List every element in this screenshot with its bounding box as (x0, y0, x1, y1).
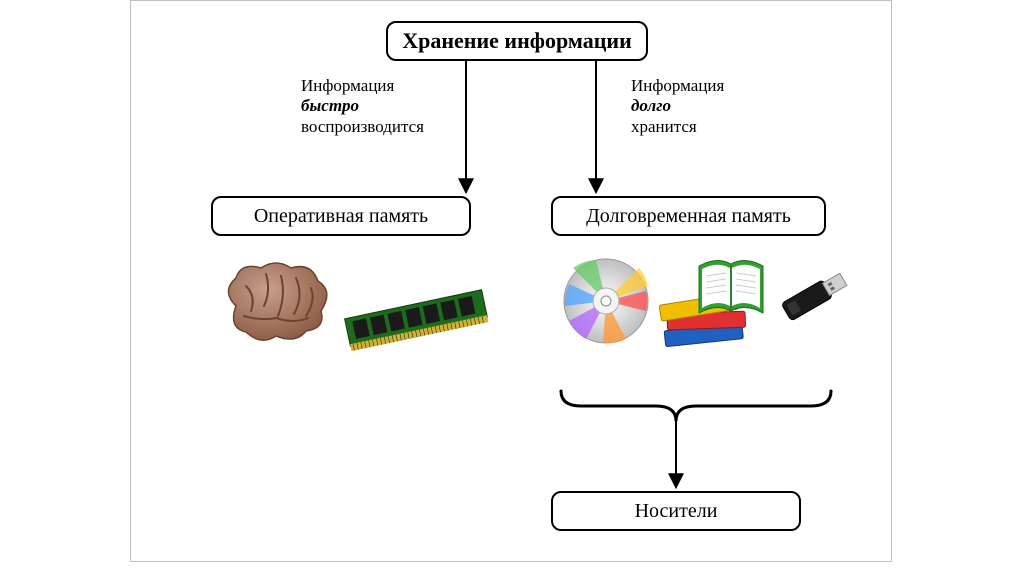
node-carriers: Носители (551, 491, 801, 531)
annotation-right-emph: долго (631, 96, 724, 116)
node-root-label: Хранение информации (402, 28, 632, 53)
node-longterm: Долговременная память (551, 196, 826, 236)
node-root: Хранение информации (386, 21, 648, 61)
annotation-left-l1: Информация (301, 76, 424, 96)
brain-icon (216, 256, 336, 346)
annotation-right-l3: хранится (631, 117, 724, 137)
node-longterm-label: Долговременная память (586, 205, 791, 228)
annotation-right: Информация долго хранится (631, 76, 724, 137)
diagram-frame: Хранение информации Оперативная память Д… (130, 0, 892, 562)
node-ram-label: Оперативная память (254, 205, 428, 228)
cd-icon (561, 256, 651, 346)
books-icon (651, 256, 766, 361)
usb-stick-icon (771, 259, 861, 329)
ram-stick-icon (341, 286, 491, 351)
node-carriers-label: Носители (635, 500, 718, 523)
node-ram: Оперативная память (211, 196, 471, 236)
annotation-left-emph: быстро (301, 96, 424, 116)
annotation-left-l3: воспроизводится (301, 117, 424, 137)
annotation-left: Информация быстро воспроизводится (301, 76, 424, 137)
annotation-right-l1: Информация (631, 76, 724, 96)
